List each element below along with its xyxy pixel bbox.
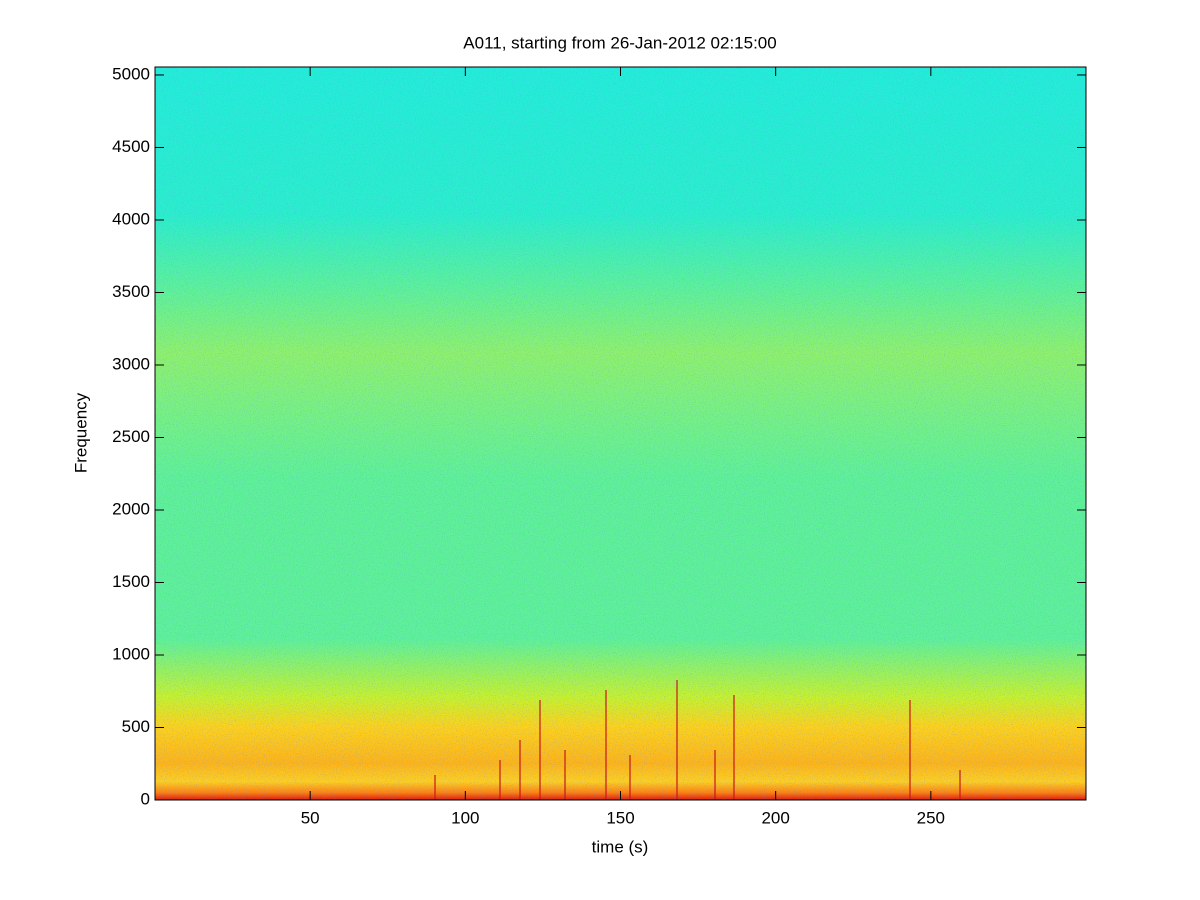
y-axis-label: Frequency: [71, 392, 90, 473]
x-tick-label: 100: [451, 808, 479, 827]
y-tick-label: 1500: [112, 572, 150, 591]
x-tick-label: 250: [917, 808, 945, 827]
chart-title: A011, starting from 26-Jan-2012 02:15:00: [463, 33, 776, 52]
spectrogram-texture: [155, 67, 1086, 800]
y-tick-label: 4500: [112, 137, 150, 156]
x-tick-label: 150: [606, 808, 634, 827]
y-tick-label: 2500: [112, 427, 150, 446]
y-tick-label: 1000: [112, 644, 150, 663]
y-tick-label: 500: [122, 717, 150, 736]
x-tick-label: 200: [761, 808, 789, 827]
plot-area: [155, 67, 1086, 800]
x-tick-label: 50: [301, 808, 320, 827]
y-tick-label: 3000: [112, 354, 150, 373]
y-tick-label: 2000: [112, 499, 150, 518]
y-tick-label: 5000: [112, 64, 150, 83]
y-tick-label: 3500: [112, 282, 150, 301]
y-tick-label: 0: [141, 789, 150, 808]
y-tick-label: 4000: [112, 209, 150, 228]
x-axis-label: time (s): [592, 837, 649, 856]
